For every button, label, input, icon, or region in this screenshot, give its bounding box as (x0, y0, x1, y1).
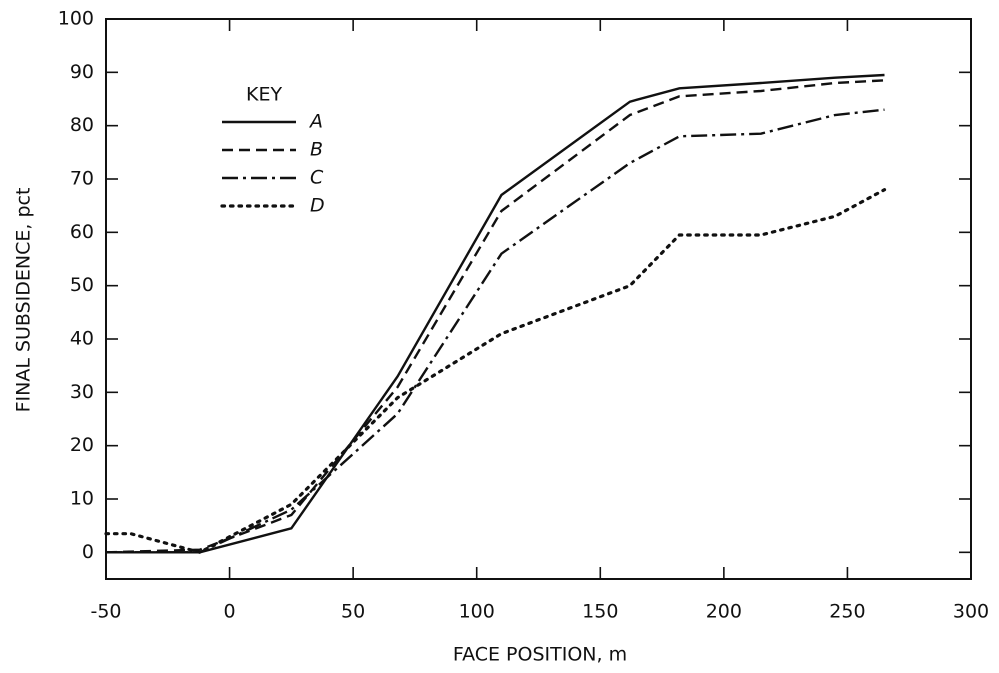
x-tick-label: 0 (224, 601, 236, 623)
series-line (104, 188, 887, 555)
x-tick-label: 150 (582, 601, 618, 623)
series-line (105, 79, 885, 554)
x-axis-title: FACE POSITION, m (453, 644, 627, 666)
x-tick-label: 200 (706, 601, 742, 623)
y-tick-label: 70 (70, 168, 94, 190)
y-tick-label: 30 (70, 381, 94, 403)
legend-label: B (310, 139, 323, 161)
y-tick-label: 0 (82, 541, 94, 563)
y-tick-label: 100 (58, 8, 94, 30)
y-tick-label: 50 (70, 274, 94, 296)
x-tick-label: 50 (341, 601, 365, 623)
x-tick-label: -50 (90, 601, 121, 623)
x-tick-label: 250 (829, 601, 865, 623)
y-tick-label: 60 (70, 221, 94, 243)
series-line (106, 108, 885, 554)
x-tick-label: 100 (459, 601, 495, 623)
y-tick-label: 80 (70, 114, 94, 136)
legend-title: KEY (246, 84, 282, 106)
legend-label: C (310, 167, 324, 189)
y-tick-label: 40 (70, 328, 94, 350)
y-tick-label: 10 (70, 488, 94, 510)
legend-label: A (308, 111, 323, 133)
legend-label: D (310, 195, 325, 217)
y-tick-label: 20 (70, 434, 94, 456)
plot-frame (105, 18, 972, 580)
x-tick-label: 300 (953, 601, 989, 623)
y-axis-title: FINAL SUBSIDENCE, pct (13, 188, 35, 413)
series-line (106, 73, 885, 554)
y-tick-label: 90 (70, 61, 94, 83)
